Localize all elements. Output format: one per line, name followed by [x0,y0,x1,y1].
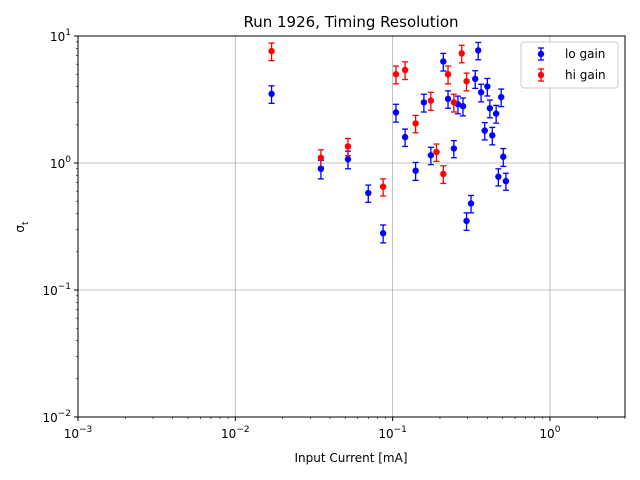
lo-gain-point [500,153,507,160]
data-points [268,47,510,237]
x-axis-label: Input Current [mA] [294,451,407,465]
chart-title: Run 1926, Timing Resolution [243,13,458,31]
hi-gain-point [458,50,465,57]
lo-gain-point [379,230,387,237]
legend-label: lo gain [565,47,605,61]
hi-gain-point [401,66,409,74]
lo-gain-point [489,132,496,139]
y-axis-label-symbol: σ [13,225,27,233]
legend-marker [537,71,545,79]
lo-gain-point [392,109,400,116]
lo-gain-point [498,93,505,101]
lo-gain-point [495,173,502,180]
y-axis-ticks: 10−2 10−1 100 101 [42,28,78,425]
x-tick-label: 10−3 [64,425,93,441]
x-tick-label: 10−2 [221,425,250,441]
hi-gain-point [444,71,452,78]
lo-gain-point [427,152,435,159]
hi-gain-point [344,143,352,150]
legend: lo gain hi gain [520,41,619,89]
lo-gain-point [444,95,452,103]
hi-gain-point [412,120,419,127]
lo-gain-point [477,89,485,96]
lo-gain-point [502,177,510,185]
lo-gain-point [475,47,482,54]
hi-gain-point [317,154,325,161]
lo-gain-point [486,105,494,112]
x-axis-ticks: 10−3 10−2 10−1 100 [64,417,626,441]
y-tick-label: 100 [50,155,71,171]
y-axis-label-subscript: t [21,221,31,225]
hi-gain-point [379,183,387,190]
lo-gain-point [268,90,275,98]
lo-gain-point [365,189,372,197]
hi-gain-point [392,71,400,78]
lo-gain-point [401,133,409,141]
lo-gain-point [467,200,475,207]
y-axis-label: σt [13,221,31,233]
lo-gain-point [450,145,458,152]
hi-gain-point [433,148,440,156]
lo-gain-point [317,165,325,173]
x-tick-label: 10−1 [378,425,407,441]
lo-gain-point [459,103,467,110]
plot-frame [77,35,626,418]
lo-gain-point [472,75,479,83]
grid [78,36,625,417]
x-tick-label: 100 [539,425,560,441]
legend-item-hi-gain: hi gain [537,68,606,82]
hi-gain-point [440,170,447,178]
hi-gain-point [463,78,470,85]
hi-gain-point [268,47,275,55]
legend-box [520,41,619,89]
lo-gain-point [492,110,500,117]
y-tick-label: 101 [50,28,71,44]
lo-gain-point [412,167,419,174]
hi-gain-point [427,97,435,104]
y-tick-label: 10−1 [42,282,71,298]
lo-gain-point [344,156,352,163]
y-tick-label: 10−2 [42,409,71,425]
lo-gain-point [481,127,488,134]
lo-gain-point [440,58,447,65]
legend-marker [537,50,545,58]
lo-gain-point [420,99,428,106]
lo-gain-point [463,217,470,225]
legend-item-lo-gain: lo gain [537,47,605,61]
hi-gain-point [450,99,458,106]
lo-gain-point [484,83,491,90]
legend-label: hi gain [565,68,606,82]
